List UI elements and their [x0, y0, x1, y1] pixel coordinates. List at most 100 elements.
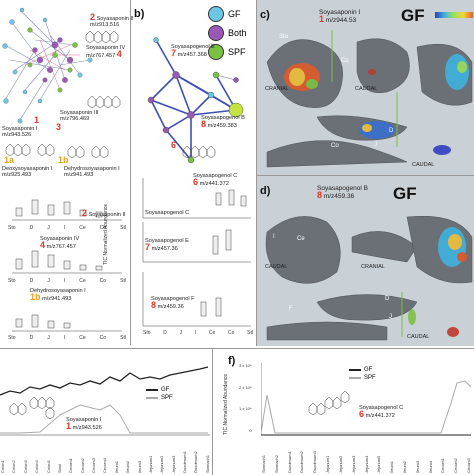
legend-swatch	[208, 25, 224, 41]
compound-number: 2	[82, 208, 88, 218]
compound-number: 1b	[30, 292, 41, 302]
legend-swatch	[146, 397, 158, 399]
legend: GF SPF	[146, 387, 173, 401]
legend: GF SPF	[349, 367, 376, 381]
organ-label: F	[289, 306, 293, 312]
compound-label: Soyasapogenol B 8 m/z459.36	[317, 185, 368, 200]
compound-number: 1	[34, 115, 40, 125]
legend-item: Both	[208, 25, 247, 41]
compound-number: 1a	[4, 155, 15, 165]
colorbar	[435, 12, 473, 18]
panel-letter: d)	[260, 185, 271, 197]
molecule-structure	[308, 390, 350, 416]
molecule-structure	[5, 143, 55, 157]
molecule-structure	[85, 30, 119, 44]
panel-d: d) Soyasapogenol B 8 m/z459.36 GF I Ce D…	[256, 175, 474, 346]
x-axis-labels: Colon1 Colon2 Colon3 Colon4 Colon5 Stool…	[0, 451, 210, 473]
legend-item: GF	[208, 6, 247, 22]
boxplot-x-labels: Sto D J I Ce Co Stl	[143, 330, 253, 336]
boxplot-x-labels: Sto D J I Ce Co Stl	[8, 278, 126, 284]
molecule-structure	[87, 95, 121, 109]
boxplot-title: Soyasaponin IV 4 m/z767.457	[40, 236, 80, 250]
boxplot-b2	[142, 222, 251, 263]
boxplot-b1	[142, 178, 251, 219]
boxplot-x-labels: Sto D J I Ce Co Stl	[8, 225, 126, 231]
organ-label: Co	[331, 143, 339, 149]
compound-label: Soyasapogenol C 6 m/z441.372	[359, 405, 404, 419]
compound-number: 8	[201, 119, 207, 129]
caudal-label: CAUDAL	[412, 162, 435, 168]
organ-label: Co	[341, 58, 349, 64]
caudal-label: CAUDAL	[407, 334, 430, 340]
compound-label: Soyasapogenol C 6 m/z441.372	[193, 173, 238, 187]
compound-number: 7	[145, 242, 151, 252]
cranial-label: CRANIAL	[361, 264, 385, 270]
compound-number: 6	[193, 177, 199, 187]
3d-gut-render	[266, 30, 473, 168]
molecule-structure	[67, 145, 109, 159]
line-chart-e	[0, 366, 210, 436]
compound-number: 1	[66, 421, 72, 431]
y-axis-title: TIC Normalized Abundance	[223, 373, 229, 435]
series-line-spf	[261, 380, 472, 434]
panel-letter: c)	[260, 9, 270, 21]
compound-label: Soyasaponin I m/z943.526	[2, 126, 38, 138]
boxplot-b3	[142, 272, 251, 327]
compound-number: 6	[171, 140, 177, 150]
compound-number: 8	[317, 190, 323, 200]
boxplot-title: 2 Soyasaponin II	[82, 208, 126, 219]
compound-label: Deoxysoyasaponin I m/z925.493	[2, 166, 53, 178]
organ-label: J	[374, 142, 377, 148]
molecule-structure	[182, 145, 216, 159]
compound-number: 7	[171, 48, 177, 58]
legend: GF Both SPF	[208, 6, 247, 60]
molecule-structure	[9, 396, 55, 420]
3d-gut-render	[265, 216, 473, 341]
condition-label: GF	[401, 6, 425, 25]
y-axis-ticks: 3 x 10⁴ 2 x 10⁴ 1 x 10⁴ 0	[239, 363, 252, 433]
caudal-label: CAUDAL	[355, 86, 378, 92]
compound-number: 1b	[58, 155, 69, 165]
compound-number: 3	[56, 122, 62, 132]
boxplot-title: Soyasapogenol E 7 m/z457.36	[145, 238, 189, 252]
series-line-gf	[0, 366, 209, 396]
caudal-label: CAUDAL	[265, 264, 288, 270]
compound-label: Soyasapogenol E 7 m/z457.368	[171, 44, 215, 58]
legend-swatch	[208, 44, 224, 60]
boxplot-title: Soyasapogenol C	[145, 210, 190, 216]
network-a	[2, 7, 93, 124]
compound-number: 4	[116, 49, 122, 59]
compound-label: Soyasaponin IV m/z767.457 4	[86, 45, 126, 59]
boxplot-a2	[12, 250, 122, 274]
organ-label: Ce	[297, 236, 305, 242]
compound-number: 1	[319, 14, 325, 24]
compound-number: 4	[40, 240, 46, 250]
panel-f: f) TIC Normalized Abundance 3 x 10⁴ 2 x …	[212, 348, 474, 475]
legend-swatch	[208, 6, 224, 22]
series-line-spf	[0, 404, 208, 434]
boxplot-a1	[12, 199, 122, 221]
compound-label: Soyasaponin I 1 m/z944.53	[319, 9, 361, 24]
compound-number: 6	[359, 409, 365, 419]
legend-swatch	[349, 369, 361, 371]
legend-item: GF	[146, 387, 173, 393]
compound-label: Soyasaponin III m/z796.469	[60, 110, 99, 122]
compound-label: Dehydrosoyasaponin I m/z941.493	[64, 166, 120, 178]
panel-c: c) Soyasaponin I 1 m/z944.53 GF Sto C	[256, 0, 474, 175]
legend-item: SPF	[208, 44, 247, 60]
organ-label: J	[389, 314, 392, 320]
legend-item: SPF	[146, 395, 173, 401]
boxplot-x-labels: Sto D J I Ce Co Stl	[8, 335, 126, 341]
compound-number: 2	[90, 12, 96, 22]
legend-swatch	[349, 377, 361, 379]
compound-number: 8	[151, 300, 157, 310]
boxplot-title: Dehydrosoyasaponin I 1b m/z941.493	[30, 288, 86, 302]
organ-label: I	[273, 234, 275, 240]
compound-label: Soyasapogenol B 8 m/z459.383	[201, 115, 245, 129]
legend-item: GF	[349, 367, 376, 373]
compound-label: 2 Soyasaponin II m/z913.516	[90, 12, 134, 29]
y-axis-title: TIC Normalized Abundance	[103, 203, 109, 265]
organ-label: D	[389, 128, 394, 134]
panel-letter: f)	[228, 355, 236, 367]
x-axis-labels: Stomach1 Stomach2 Duodenum1 Duodenum2 Du…	[261, 451, 471, 473]
